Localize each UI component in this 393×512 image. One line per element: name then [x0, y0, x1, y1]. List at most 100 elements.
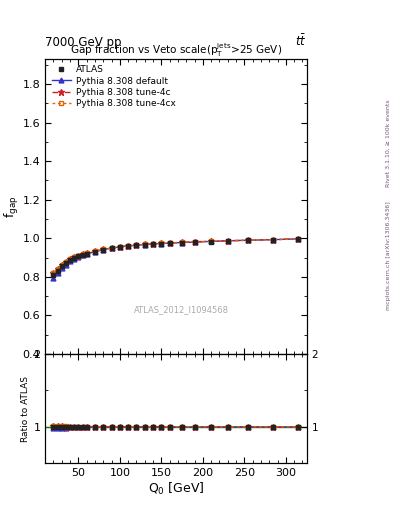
Pythia 8.308 tune-4c — [167, 240, 172, 246]
ATLAS — [180, 240, 184, 246]
Line: Pythia 8.308 tune-4cx: Pythia 8.308 tune-4cx — [51, 237, 301, 275]
ATLAS — [159, 241, 164, 247]
ATLAS — [192, 239, 197, 245]
Pythia 8.308 default — [296, 236, 301, 242]
ATLAS — [126, 243, 130, 249]
Pythia 8.308 default — [159, 241, 164, 247]
Text: ATLAS_2012_I1094568: ATLAS_2012_I1094568 — [134, 305, 229, 314]
Pythia 8.308 default — [118, 244, 122, 250]
Pythia 8.308 tune-4c — [109, 245, 114, 251]
Pythia 8.308 tune-4cx — [151, 241, 155, 247]
Pythia 8.308 tune-4c — [55, 266, 60, 272]
ATLAS — [142, 242, 147, 248]
Pythia 8.308 default — [68, 259, 72, 265]
Pythia 8.308 tune-4cx — [76, 252, 81, 259]
Pythia 8.308 tune-4c — [76, 253, 81, 259]
Pythia 8.308 tune-4c — [159, 240, 164, 246]
Pythia 8.308 default — [72, 256, 77, 262]
Pythia 8.308 default — [93, 248, 97, 254]
ATLAS — [84, 251, 89, 257]
Text: 7000 GeV pp: 7000 GeV pp — [45, 36, 122, 49]
Pythia 8.308 default — [246, 237, 251, 243]
Pythia 8.308 tune-4c — [80, 251, 85, 258]
Pythia 8.308 default — [55, 270, 60, 276]
Text: Rivet 3.1.10, ≥ 100k events: Rivet 3.1.10, ≥ 100k events — [386, 99, 391, 187]
Pythia 8.308 default — [225, 238, 230, 244]
Pythia 8.308 tune-4cx — [246, 237, 251, 243]
ATLAS — [93, 249, 97, 255]
Pythia 8.308 tune-4cx — [271, 237, 276, 243]
Pythia 8.308 default — [80, 252, 85, 259]
Pythia 8.308 default — [59, 265, 64, 271]
ATLAS — [72, 255, 77, 261]
Pythia 8.308 default — [101, 247, 106, 253]
Pythia 8.308 tune-4cx — [126, 243, 130, 249]
Pythia 8.308 tune-4cx — [159, 240, 164, 246]
Pythia 8.308 tune-4cx — [51, 270, 56, 276]
Pythia 8.308 tune-4c — [101, 246, 106, 252]
Pythia 8.308 default — [84, 251, 89, 257]
Pythia 8.308 tune-4cx — [93, 248, 97, 254]
ATLAS — [296, 236, 301, 242]
Pythia 8.308 default — [192, 239, 197, 245]
ATLAS — [59, 263, 64, 269]
ATLAS — [109, 245, 114, 251]
Pythia 8.308 tune-4c — [126, 243, 130, 249]
Pythia 8.308 default — [142, 242, 147, 248]
Pythia 8.308 tune-4cx — [55, 266, 60, 272]
Pythia 8.308 tune-4cx — [142, 241, 147, 247]
Pythia 8.308 default — [209, 238, 213, 244]
ATLAS — [118, 244, 122, 250]
Pythia 8.308 tune-4c — [151, 241, 155, 247]
Pythia 8.308 default — [51, 275, 56, 281]
Pythia 8.308 tune-4cx — [64, 259, 68, 265]
ATLAS — [80, 252, 85, 258]
Pythia 8.308 tune-4c — [72, 254, 77, 261]
Pythia 8.308 tune-4cx — [167, 240, 172, 246]
Pythia 8.308 tune-4c — [180, 239, 184, 245]
Pythia 8.308 default — [134, 242, 139, 248]
ATLAS — [68, 257, 72, 263]
Pythia 8.308 tune-4cx — [192, 239, 197, 245]
Y-axis label: Ratio to ATLAS: Ratio to ATLAS — [22, 376, 30, 442]
ATLAS — [55, 268, 60, 274]
Text: $t\bar{t}$: $t\bar{t}$ — [295, 33, 307, 49]
Pythia 8.308 tune-4c — [142, 241, 147, 247]
Pythia 8.308 tune-4cx — [180, 239, 184, 245]
Line: ATLAS: ATLAS — [51, 237, 301, 278]
Pythia 8.308 default — [151, 241, 155, 247]
Pythia 8.308 tune-4c — [296, 236, 301, 242]
Pythia 8.308 tune-4c — [209, 238, 213, 244]
Pythia 8.308 tune-4cx — [134, 242, 139, 248]
Pythia 8.308 tune-4cx — [209, 238, 213, 244]
Pythia 8.308 tune-4c — [64, 259, 68, 265]
Pythia 8.308 tune-4cx — [296, 236, 301, 242]
ATLAS — [167, 240, 172, 246]
Pythia 8.308 tune-4cx — [109, 245, 114, 251]
Pythia 8.308 tune-4c — [134, 242, 139, 248]
Pythia 8.308 tune-4c — [271, 237, 276, 243]
Pythia 8.308 tune-4c — [51, 270, 56, 276]
Pythia 8.308 default — [76, 254, 81, 260]
Pythia 8.308 tune-4c — [84, 250, 89, 257]
ATLAS — [101, 247, 106, 253]
Pythia 8.308 default — [167, 240, 172, 246]
ATLAS — [76, 253, 81, 260]
Pythia 8.308 tune-4c — [118, 244, 122, 250]
Pythia 8.308 tune-4cx — [84, 250, 89, 256]
X-axis label: $Q_0$ [GeV]: $Q_0$ [GeV] — [148, 481, 204, 497]
Legend: ATLAS, Pythia 8.308 default, Pythia 8.308 tune-4c, Pythia 8.308 tune-4cx: ATLAS, Pythia 8.308 default, Pythia 8.30… — [50, 63, 178, 110]
Pythia 8.308 tune-4cx — [80, 251, 85, 258]
ATLAS — [246, 238, 251, 244]
ATLAS — [134, 242, 139, 248]
Pythia 8.308 tune-4c — [93, 248, 97, 254]
Pythia 8.308 tune-4cx — [68, 256, 72, 262]
Pythia 8.308 default — [109, 245, 114, 251]
Pythia 8.308 default — [180, 240, 184, 246]
Line: Pythia 8.308 tune-4c: Pythia 8.308 tune-4c — [50, 236, 301, 276]
ATLAS — [225, 238, 230, 244]
Pythia 8.308 tune-4c — [246, 237, 251, 243]
Pythia 8.308 tune-4c — [68, 256, 72, 262]
Pythia 8.308 tune-4c — [59, 262, 64, 268]
Pythia 8.308 tune-4c — [192, 239, 197, 245]
